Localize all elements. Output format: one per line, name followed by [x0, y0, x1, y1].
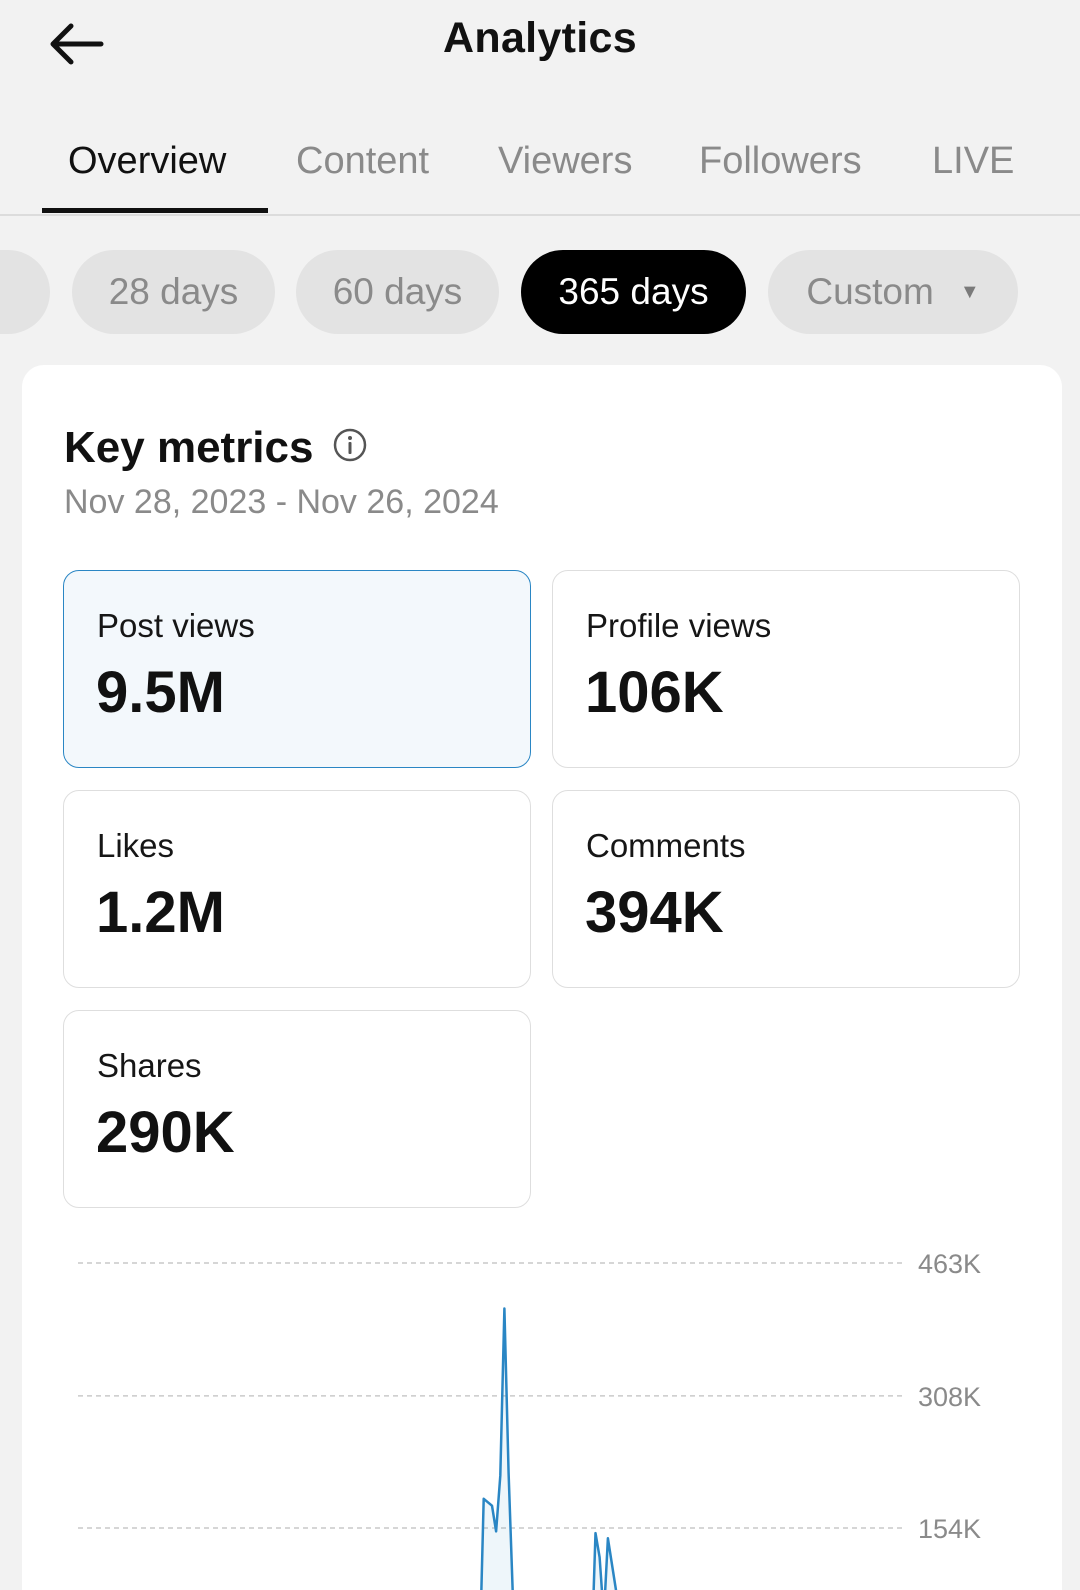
y-tick-label: 463K: [918, 1249, 981, 1279]
metric-card-post-views[interactable]: Post views 9.5M: [63, 570, 531, 768]
date-range-60-days[interactable]: 60 days: [296, 250, 499, 334]
key-metrics-card: Key metrics Nov 28, 2023 - Nov 26, 2024 …: [22, 365, 1062, 1590]
y-tick-label: 154K: [918, 1514, 981, 1544]
tab-live[interactable]: LIVE: [932, 140, 1015, 182]
caret-down-icon: ▼: [959, 280, 980, 303]
back-button[interactable]: [40, 12, 110, 76]
metric-label: Profile views: [586, 607, 772, 644]
active-tab-indicator: [42, 208, 268, 213]
date-range-pill-partial[interactable]: [0, 250, 50, 334]
metric-value: 290K: [96, 1100, 235, 1165]
metric-label: Shares: [97, 1047, 202, 1084]
post-views-chart: 463K 308K 154K: [78, 1249, 981, 1590]
metric-value: 9.5M: [96, 660, 225, 725]
series-line-post-views: [480, 1307, 618, 1590]
date-range-custom[interactable]: Custom ▼: [768, 250, 1018, 334]
metric-card-likes[interactable]: Likes 1.2M: [63, 790, 531, 988]
metric-card-shares[interactable]: Shares 290K: [63, 1010, 531, 1208]
metric-card-profile-views[interactable]: Profile views 106K: [552, 570, 1020, 768]
date-range-selector: 28 days 60 days 365 days Custom ▼: [0, 250, 1080, 334]
metric-value: 394K: [585, 880, 724, 945]
metric-label: Comments: [586, 827, 746, 864]
header: Analytics: [0, 0, 1080, 92]
page-title: Analytics: [443, 14, 637, 62]
metric-card-comments[interactable]: Comments 394K: [552, 790, 1020, 988]
tab-content[interactable]: Content: [296, 140, 430, 182]
tab-bar: Overview Content Viewers Followers LIVE: [0, 118, 1080, 216]
tab-followers[interactable]: Followers: [699, 140, 862, 182]
key-metrics-title: Key metrics: [64, 423, 314, 472]
metric-value: 1.2M: [96, 880, 225, 945]
metric-label: Post views: [97, 607, 255, 644]
key-metrics-date-range: Nov 28, 2023 - Nov 26, 2024: [64, 483, 499, 521]
date-range-365-days[interactable]: 365 days: [521, 250, 746, 334]
custom-label: Custom: [806, 271, 934, 312]
info-icon[interactable]: [332, 427, 368, 463]
y-tick-label: 308K: [918, 1382, 981, 1412]
arrow-left-icon: [50, 23, 104, 65]
tab-overview[interactable]: Overview: [68, 140, 227, 182]
tab-viewers[interactable]: Viewers: [498, 140, 633, 182]
series-area: [481, 1308, 616, 1590]
metric-value: 106K: [585, 660, 724, 725]
metric-label: Likes: [97, 827, 175, 864]
date-range-28-days[interactable]: 28 days: [72, 250, 275, 334]
